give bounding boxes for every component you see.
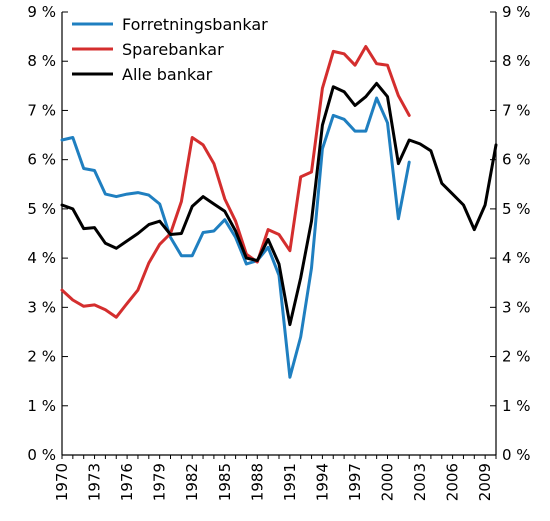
y-tick-right-label: 1 % bbox=[502, 397, 531, 415]
y-tick-left-label: 0 % bbox=[27, 446, 56, 464]
y-tick-right-label: 3 % bbox=[502, 298, 531, 316]
y-axis-right-ticks: 0 % 1 % 2 % 3 % 4 % 5 % 6 % 7 % 8 % 9 % bbox=[490, 3, 531, 464]
x-tick-label: 2009 bbox=[476, 463, 494, 501]
series-line-sparebankar bbox=[60, 45, 411, 319]
x-tick-label: 1970 bbox=[53, 463, 71, 501]
legend: Forretningsbankar Sparebankar Alle bankar bbox=[72, 15, 268, 84]
x-tick-label: 2003 bbox=[411, 463, 429, 501]
x-tick-label: 1982 bbox=[183, 463, 201, 501]
legend-label-alle-bankar: Alle bankar bbox=[122, 65, 213, 84]
series-lines bbox=[60, 45, 498, 379]
y-tick-right-label: 9 % bbox=[502, 3, 531, 21]
y-tick-left-label: 5 % bbox=[27, 200, 56, 218]
y-tick-right-label: 5 % bbox=[502, 200, 531, 218]
x-tick-label: 1997 bbox=[346, 463, 364, 501]
x-tick-label: 1994 bbox=[313, 463, 331, 501]
y-tick-right-label: 8 % bbox=[502, 52, 531, 70]
x-tick-label: 1973 bbox=[86, 463, 104, 501]
y-tick-left-label: 2 % bbox=[27, 348, 56, 366]
y-axis-left-ticks: 0 % 1 % 2 % 3 % 4 % 5 % 6 % 7 % 8 % 9 % bbox=[27, 3, 68, 464]
y-tick-left-label: 1 % bbox=[27, 397, 56, 415]
y-tick-right-label: 7 % bbox=[502, 101, 531, 119]
series-line-forretningsbankar bbox=[60, 96, 411, 379]
y-tick-right-label: 0 % bbox=[502, 446, 531, 464]
y-tick-left-label: 8 % bbox=[27, 52, 56, 70]
y-tick-right-label: 6 % bbox=[502, 151, 531, 169]
y-tick-left-label: 3 % bbox=[27, 298, 56, 316]
x-tick-label: 2006 bbox=[444, 463, 462, 501]
y-tick-left-label: 4 % bbox=[27, 249, 56, 267]
y-tick-right-label: 2 % bbox=[502, 348, 531, 366]
x-tick-label: 1979 bbox=[151, 463, 169, 501]
x-tick-label: 1976 bbox=[118, 463, 136, 501]
x-tick-label: 1985 bbox=[216, 463, 234, 501]
x-tick-label: 1991 bbox=[281, 463, 299, 501]
legend-label-sparebankar: Sparebankar bbox=[122, 40, 224, 59]
y-tick-right-label: 4 % bbox=[502, 249, 531, 267]
y-tick-left-label: 7 % bbox=[27, 101, 56, 119]
legend-label-forretningsbankar: Forretningsbankar bbox=[122, 15, 268, 34]
y-tick-left-label: 9 % bbox=[27, 3, 56, 21]
x-axis-ticks: 1970 1973 1976 1979 1982 1985 1988 1991 1994 1997… bbox=[53, 455, 497, 501]
y-tick-left-label: 6 % bbox=[27, 151, 56, 169]
x-tick-label: 2000 bbox=[379, 463, 397, 501]
x-tick-label: 1988 bbox=[248, 463, 266, 501]
series-line-alle-bankar bbox=[60, 81, 498, 327]
